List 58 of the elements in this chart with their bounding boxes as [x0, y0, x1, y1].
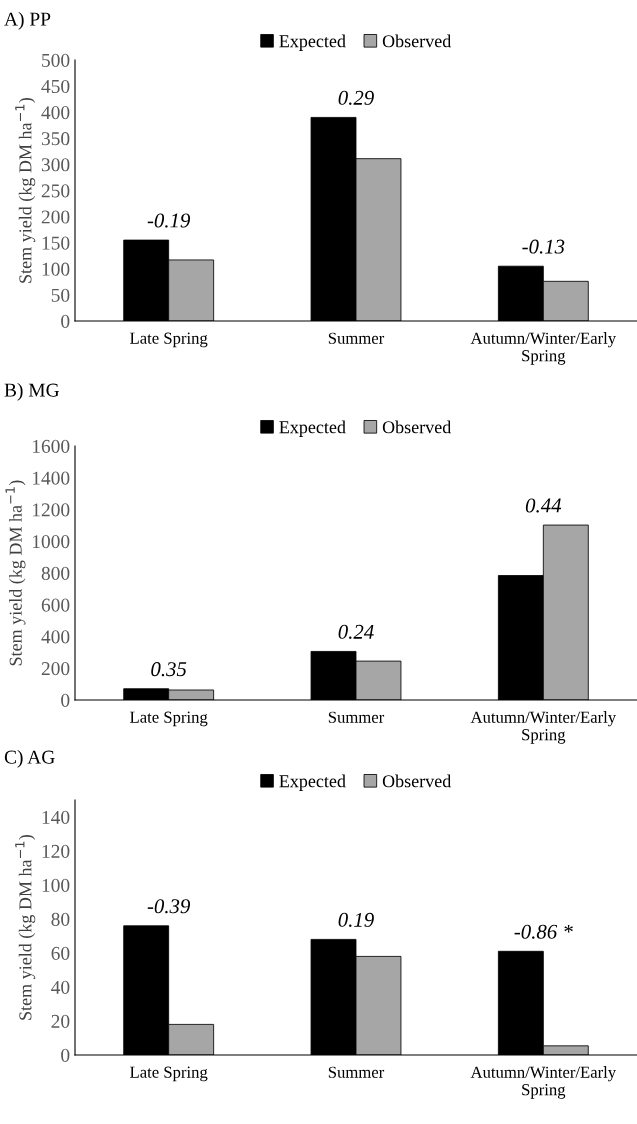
chart-title: C) AG — [4, 750, 55, 768]
y-axis-title: Stem yield (kg DM ha$^{−1}$) — [5, 480, 26, 666]
y-axis-title: Stem yield (kg DM ha$^{−1}$) — [15, 97, 36, 283]
legend-label: Observed — [382, 420, 452, 434]
annotation: 0.29 — [338, 90, 374, 105]
legend-label: Expected — [279, 420, 346, 437]
y-tick-label: 20 — [51, 1014, 70, 1028]
y-tick-label: 500 — [42, 53, 70, 67]
y-tick-label: 80 — [51, 912, 70, 926]
y-tick-label: 60 — [51, 946, 70, 960]
x-tick-label: Autumn/Winter/Early Spring — [470, 1066, 617, 1099]
y-tick-label: 200 — [41, 210, 70, 224]
annotation: -0.13 — [522, 239, 565, 254]
y-tick-label: 1200 — [32, 503, 70, 517]
y-tick-label: 100 — [42, 878, 70, 892]
legend-label: Expected — [279, 34, 346, 51]
x-tick-label: Summer — [328, 332, 385, 344]
y-axis-title: Stem yield (kg DM ha$^{−1}$) — [15, 834, 36, 1020]
legend-label: Expected — [279, 774, 346, 791]
y-tick-label: 400 — [41, 630, 70, 644]
y-tick-label: 1600 — [32, 439, 70, 453]
x-tick-label: Autumn/Winter/Early Spring — [470, 332, 617, 365]
annotation: -0.19 — [147, 213, 191, 228]
x-tick-label: Late Spring — [130, 332, 208, 348]
y-tick-label: 140 — [42, 810, 70, 824]
y-tick-label: 0 — [61, 1048, 70, 1062]
annotation: 0.35 — [151, 662, 187, 677]
y-tick-label: 200 — [41, 662, 70, 676]
annotation: 0.19 — [338, 912, 374, 927]
y-tick-label: 100 — [42, 262, 70, 276]
x-tick-label: Late Spring — [130, 1066, 208, 1082]
chart-title: B) MG — [4, 383, 60, 401]
x-tick-label: Summer — [328, 1066, 385, 1078]
y-tick-label: 1400 — [32, 471, 70, 485]
x-tick-label: Late Spring — [130, 711, 208, 727]
y-tick-label: 50 — [51, 288, 70, 302]
y-tick-label: 300 — [41, 158, 70, 172]
annotation: 0.24 — [338, 624, 374, 639]
x-tick-label: Autumn/Winter/Early Spring — [470, 711, 617, 744]
y-tick-label: 400 — [41, 106, 70, 120]
y-tick-label: 1000 — [32, 535, 70, 549]
annotation: -0.86 * — [514, 924, 573, 939]
y-tick-label: 40 — [51, 980, 70, 994]
annotation: 0.44 — [525, 498, 562, 513]
y-tick-label: 0 — [61, 693, 70, 707]
legend-label: Observed — [382, 774, 452, 788]
chart-title: A) PP — [4, 12, 51, 30]
y-tick-label: 120 — [42, 844, 70, 858]
y-tick-label: 0 — [61, 314, 70, 328]
y-tick-label: 350 — [41, 132, 70, 146]
y-tick-label: 250 — [41, 184, 70, 198]
legend-label: Observed — [382, 34, 452, 48]
y-tick-label: 150 — [42, 236, 70, 250]
y-tick-label: 800 — [41, 566, 70, 580]
y-tick-label: 600 — [41, 598, 70, 612]
annotation: -0.39 — [147, 899, 191, 914]
x-tick-label: Summer — [328, 711, 385, 723]
y-tick-label: 450 — [41, 79, 70, 94]
